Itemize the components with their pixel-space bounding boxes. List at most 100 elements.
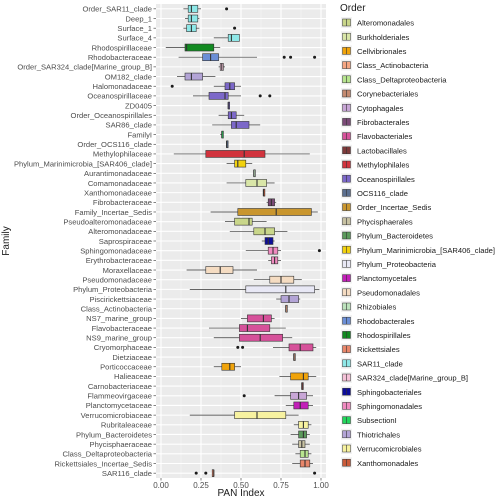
legend-label: Phycisphaerales (357, 217, 413, 226)
legend-label: Xanthomonadales (357, 459, 418, 468)
family-label: Dietziaceae (112, 353, 152, 362)
family-label: ZD0405 (125, 101, 152, 110)
box-iqr (184, 43, 215, 52)
box-Halieaceae (279, 372, 317, 381)
box-Phylum_Proteobacteria (189, 285, 320, 294)
x-tick-label: 0.75 (273, 481, 289, 490)
legend-item-SAR11_clade: SAR11_clade (341, 357, 403, 369)
legend-label: SAR11_clade (357, 359, 403, 368)
family-label: Class_Deltaproteobacteria (63, 450, 153, 459)
box-Alteromonadaceae (229, 227, 288, 236)
box-iqr (239, 324, 271, 332)
legend-item-Planctomycetales: Planctomycetales (341, 272, 417, 284)
family-label: Halieaceae (114, 372, 152, 381)
box-OM182_clade (177, 72, 216, 81)
legend-item-Sphingobacteriales: Sphingobacteriales (341, 386, 422, 398)
box-Family_Incertae_Sedis (210, 208, 318, 216)
box-iqr (234, 159, 247, 168)
outlier-point (225, 7, 229, 11)
legend-item-OCS116_clade: OCS116_clade (341, 187, 408, 199)
x-tick-label: 0.00 (153, 481, 169, 490)
legend-label: Class_Deltaproteobacteria (357, 75, 447, 84)
outlier-point (268, 94, 272, 98)
legend-label: Order_Incertae_Sedis (357, 203, 431, 212)
box-iqr (234, 217, 253, 226)
legend-item-SubsectionI: SubsectionI (341, 414, 397, 426)
legend-label: Pseudomonadales (357, 288, 420, 297)
y-axis-title: Family (1, 226, 12, 255)
legend-label: Rhizobiales (357, 303, 396, 312)
box-NS7_marine_group (241, 314, 275, 323)
family-label: Phycisphaeraceae (90, 440, 152, 449)
box-Xanthomonadaceae (262, 188, 266, 197)
outlier-point (289, 55, 293, 59)
legend-item-Rhodospirillales: Rhodospirillales (341, 329, 411, 341)
legend-label: Sphingomonadales (357, 402, 422, 411)
family-label: FamilyI (128, 130, 152, 139)
box-Order_OCS116_clade (226, 140, 229, 149)
box-Erythrobacteraceae (268, 256, 281, 265)
box-Order_Oceanospirillales (218, 111, 245, 120)
x-tick-labels: 0.00 0.25 0.50 0.75 1.00 (153, 478, 329, 490)
box-iqr (231, 121, 250, 129)
legend-label: Cellvibrionales (357, 47, 407, 56)
legend-label: Phylum_Marinimicrobia_[SAR406_clade] (357, 246, 495, 255)
legend-item-Class_Actinobacteria: Class_Actinobacteria (341, 59, 429, 71)
grid-lines (156, 4, 326, 478)
box-Phylum_Marinimicrobia_[SAR406_clade] (226, 159, 253, 168)
family-label: Phylum_Proteobacteria (73, 285, 153, 294)
box-Phycisphaeraceae (292, 440, 310, 448)
family-label: Carnobacteriaceae (88, 382, 152, 391)
box-Order_SAR11_clade (183, 5, 229, 13)
x-tick-label: 0.50 (233, 481, 249, 490)
outlier-point (317, 249, 321, 253)
box-iqr (237, 208, 312, 216)
family-label: Oceanospirillaceae (87, 92, 152, 101)
family-label: Comamonadaceae (88, 179, 152, 188)
legend-item-Phylum_Proteobacteria: Phylum_Proteobacteria (341, 258, 437, 270)
x-tick-label: 0.25 (193, 481, 209, 490)
family-label: Saprospiraceae (99, 237, 152, 246)
box-Pseudomonadaceae (253, 275, 302, 284)
legend-label: SubsectionI (357, 416, 397, 425)
legend: Order Alteromonadales Burkholderiales Cell… (340, 3, 495, 469)
box-iqr (264, 237, 274, 245)
box-iqr (234, 411, 287, 419)
box-iqr (245, 179, 267, 187)
legend-label: OCS116_clade (357, 189, 408, 198)
box-iqr (187, 5, 199, 13)
x-axis-title: PAN Index (217, 488, 264, 499)
legend-title: Order (340, 3, 366, 14)
box-Phylum_Bacteroidetes (290, 430, 310, 439)
family-label: Planctomycetaceae (86, 401, 152, 410)
legend-item-SAR324_clade[Marine_group_B]: SAR324_clade[Marine_group_B] (341, 372, 468, 383)
box-iqr (208, 92, 229, 100)
legend-label: Alteromonadales (357, 19, 414, 28)
family-label: Erythrobacteraceae (86, 256, 152, 265)
legend-item-Oceanospirillales: Oceanospirillales (341, 173, 415, 185)
family-label: Verrucomicrobiaceae (81, 411, 152, 420)
family-label: SAR86_clade (106, 121, 152, 130)
legend-label: Thiotrichales (357, 430, 400, 439)
family-label: Rubritaleaceae (101, 421, 152, 430)
box-iqr (290, 372, 309, 381)
box-iqr (227, 111, 237, 120)
box-iqr (299, 450, 309, 458)
legend-label: Planctomycetales (357, 274, 417, 283)
box-iqr (187, 14, 199, 23)
box-Oceanospirillaceae (193, 92, 272, 100)
box-iqr (247, 314, 272, 323)
box-iqr (205, 266, 234, 274)
family-label: Rickettsiales_Incertae_Sedis (54, 459, 152, 468)
box-Flavobacteraceae (209, 324, 286, 332)
legend-label: Phylum_Bacteroidetes (357, 232, 433, 241)
legend-label: Burkholderiales (357, 33, 410, 42)
outlier-point (241, 345, 245, 349)
box-Methylophilaceae (173, 150, 310, 158)
outlier-point (236, 345, 240, 349)
outlier-point (194, 471, 198, 475)
family-label: Pseudoalteromonadaceae (63, 217, 152, 226)
family-label: Fibrobacteraceae (93, 198, 152, 207)
family-label: Flammeovirgaceae (87, 392, 152, 401)
box-Sphingomonadaceae (245, 246, 321, 255)
